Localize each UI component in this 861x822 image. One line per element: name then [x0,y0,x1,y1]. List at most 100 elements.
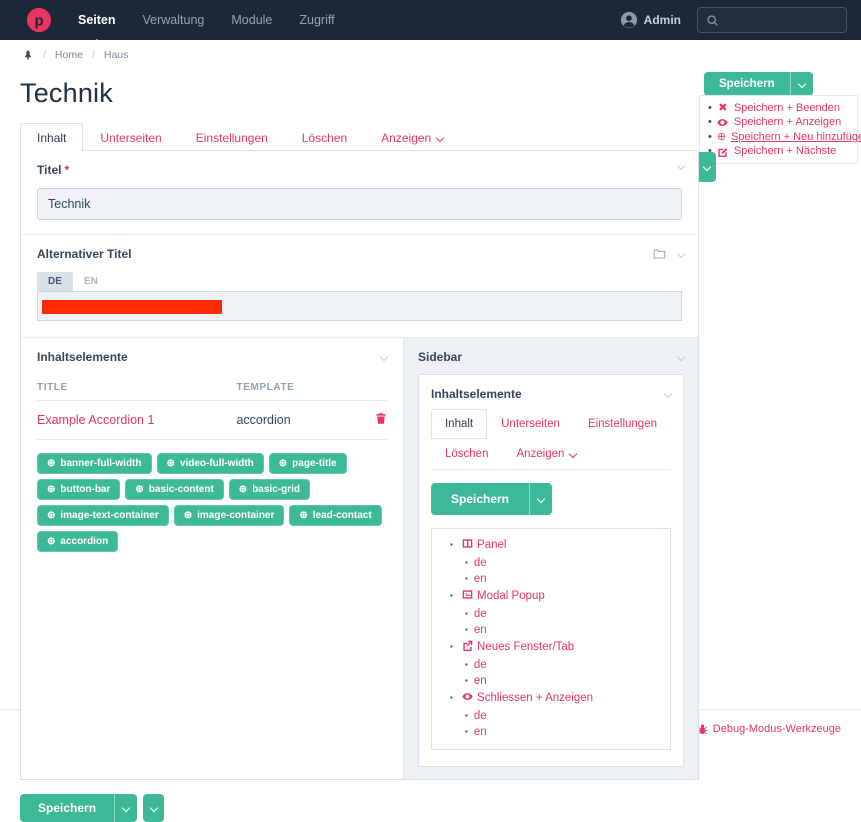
collapse-chevron-icon[interactable] [676,249,686,258]
item-link[interactable]: Example Accordion 1 [37,413,155,427]
add-basic-grid-button[interactable]: ⊕ basic-grid [228,479,310,500]
save-options-toggle[interactable] [143,794,165,822]
tree-item-modal-popup: Modal Popup de en [450,588,664,639]
sidebar-tab-unterseiten[interactable]: Unterseiten [501,418,560,430]
tree-item-neues-fenster: Neues Fenster/Tab de en [450,639,664,690]
add-video-full-width-button[interactable]: ⊕ video-full-width [156,453,264,474]
alt-titel-input[interactable] [37,291,682,321]
add-basic-content-button[interactable]: ⊕ basic-content [125,479,224,500]
tree-link-en[interactable]: en [473,675,487,688]
add-image-container-button[interactable]: ⊕ image-container [173,505,285,526]
menu-item-speichern-anzeigen[interactable]: • Speichern + Anzeigen [708,116,842,128]
sidebar-tab-inhalt[interactable]: Inhalt [430,409,488,439]
add-banner-full-width-button[interactable]: ⊕ banner-full-width [37,453,152,474]
chevron-down-icon [569,449,578,459]
breadcrumb-separator: / [91,49,95,61]
tab-inhalt[interactable]: Inhalt [20,123,84,151]
sidebar-tab-anzeigen[interactable]: Anzeigen [502,439,590,469]
processwire-logo-icon[interactable]: p [26,7,52,33]
add-lead-contact-button[interactable]: ⊕ lead-contact [289,505,382,526]
save-dropdown-toggle[interactable] [529,483,553,515]
plus-circle-icon: ⊕ [299,510,308,521]
nav-item-zugriff[interactable]: Zugriff [299,13,335,27]
tree-link-en[interactable]: en [473,624,487,637]
titel-input[interactable] [37,188,682,220]
tree-link-de[interactable]: de [473,658,487,671]
lang-tab-en[interactable]: EN [83,276,98,287]
link-tree: Panel de en Modal Popup de [438,537,664,741]
plus-circle-icon: ⊕ [238,484,248,495]
collapse-chevron-icon[interactable] [379,352,389,362]
debug-tools-link[interactable]: Debug-Modus-Werkzeuge [697,723,841,735]
save-dropdown-toggle[interactable] [789,72,813,96]
breadcrumb: / Home / Haus [0,40,861,68]
add-accordion-button[interactable]: ⊕ accordion [37,531,119,552]
tree-link-en[interactable]: en [473,573,487,586]
search-box[interactable] [697,7,847,33]
tree-link-de[interactable]: de [473,556,487,569]
trash-icon[interactable] [356,400,387,440]
save-button[interactable]: Speichern [704,72,790,96]
bullet: • [708,130,712,143]
collapse-chevron-icon[interactable] [676,161,686,171]
tab-loeschen[interactable]: Löschen [301,131,348,145]
add-button-bar-button[interactable]: ⊕ button-bar [37,479,121,500]
sidebar-tab-einstellungen[interactable]: Einstellungen [587,418,657,430]
link-tree-box: Panel de en Modal Popup de [430,528,671,751]
menu-item-speichern-beenden[interactable]: • ✖ Speichern + Beenden [708,101,840,115]
menu-item-speichern-neu[interactable]: • ⊕ Speichern + Neu hinzufügen [708,130,861,144]
sidebar-tab-loeschen[interactable]: Löschen [444,448,489,460]
menu-item-speichern-naechste[interactable]: • Speichern + Nächste [708,145,837,157]
plus-circle-icon: ⊕ [183,510,193,521]
breadcrumb-home[interactable]: Home [54,49,83,61]
nav-item-seiten[interactable]: Seiten [78,13,116,44]
save-button[interactable]: Speichern [20,794,115,822]
top-save-area: Speichern [704,72,813,96]
tree-link-neues-fenster[interactable]: Neues Fenster/Tab [477,641,575,654]
save-button[interactable]: Speichern [430,483,530,515]
tree-link-de[interactable]: de [473,709,487,722]
add-image-text-container-button[interactable]: ⊕ image-text-container [37,505,169,526]
tree-item-schliessen-anzeigen: Schliessen + Anzeigen de en [450,690,664,741]
plus-circle-icon: ⊕ [47,536,56,547]
inhaltselemente-title: Inhaltselemente [37,350,128,364]
page-tree-icon[interactable] [22,49,34,61]
table-row: Example Accordion 1 accordion [37,400,387,440]
save-dropdown-toggle[interactable] [114,794,138,822]
tab-unterseiten[interactable]: Unterseiten [100,131,162,145]
nav-item-module[interactable]: Module [231,13,273,27]
collapse-chevron-icon[interactable] [676,352,686,362]
collapse-chevron-icon[interactable] [663,389,673,399]
tree-child: en [465,622,664,639]
tree-link-en[interactable]: en [473,726,487,739]
add-page-title-button[interactable]: ⊕ page-title [268,453,347,474]
bottom-save-area: Speichern [20,794,861,822]
folder-icon[interactable] [653,247,666,260]
lang-tab-de[interactable]: DE [37,272,73,291]
tree-link-panel[interactable]: Panel [477,539,507,551]
tree-child: de [465,708,664,725]
user-menu[interactable]: Admin [620,11,681,29]
col-header-title: TITLE [37,374,237,401]
tree-child: de [465,606,664,623]
tab-einstellungen[interactable]: Einstellungen [195,131,268,145]
sidebar-tabs: Inhalt Unterseiten Einstellungen Löschen… [430,409,671,470]
chevron-down-icon [536,494,546,504]
floating-save-toggle[interactable] [697,152,716,182]
tree-link-modal-popup[interactable]: Modal Popup [477,590,545,603]
breadcrumb-haus[interactable]: Haus [103,49,129,61]
tab-anzeigen[interactable]: Anzeigen [364,123,460,151]
nav-item-verwaltung[interactable]: Verwaltung [142,13,205,27]
search-icon [706,14,719,27]
required-mark: * [64,163,70,177]
tree-link-de[interactable]: de [473,607,487,620]
tree-link-schliessen-anzeigen[interactable]: Schliessen + Anzeigen [477,692,594,705]
search-input[interactable] [725,12,835,28]
panel-columns-icon [462,538,473,555]
sidebar-inhaltselemente-title: Inhaltselemente [430,387,522,401]
main-menu: Seiten Verwaltung Module Zugriff [78,13,335,44]
save-dropdown-menu: • ✖ Speichern + Beenden • Speichern + An… [699,95,861,164]
save-button-group: Speichern [704,72,813,96]
sidebar-title: Sidebar [417,350,462,364]
eye-icon [462,691,473,708]
